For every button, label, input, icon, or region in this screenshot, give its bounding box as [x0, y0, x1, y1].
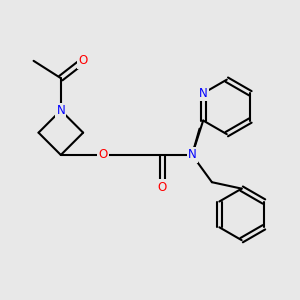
Text: O: O [98, 148, 108, 161]
Text: N: N [56, 104, 65, 117]
Text: O: O [79, 54, 88, 67]
Text: N: N [199, 87, 208, 100]
Text: O: O [158, 181, 167, 194]
Text: N: N [188, 148, 197, 161]
